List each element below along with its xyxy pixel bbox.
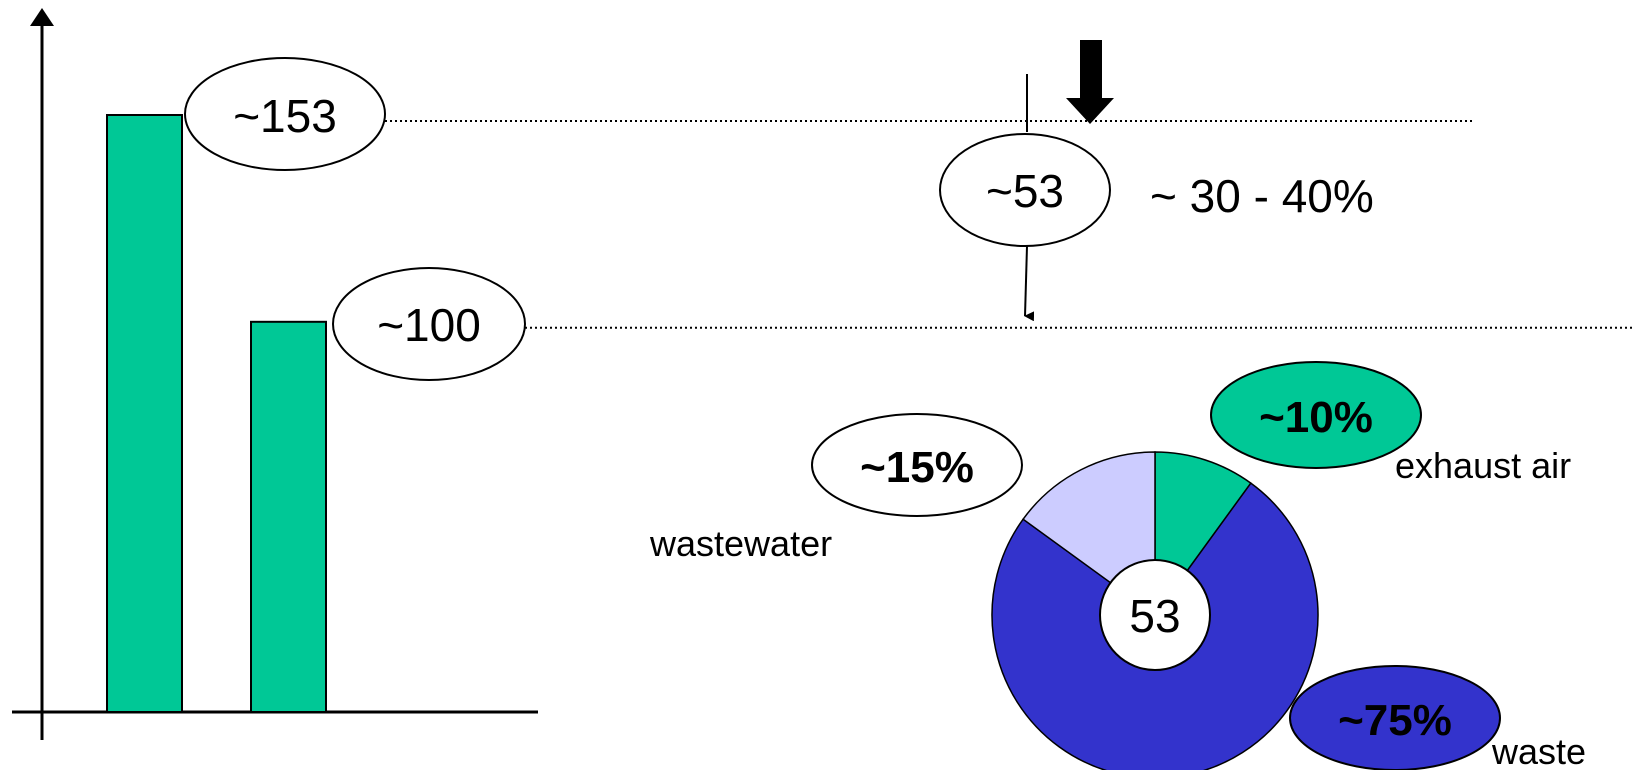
pie-center-label: 53 [1129, 590, 1180, 642]
bar-2 [250, 320, 327, 713]
slice-waste-label: waste [1491, 731, 1586, 770]
bar-1 [106, 114, 183, 713]
slice-exhaust-air-label: exhaust air [1395, 445, 1571, 486]
bar-1-data-label: ~153 [233, 90, 337, 142]
difference-label: ~53 [986, 165, 1064, 217]
slice-exhaust-air-badge [1210, 361, 1422, 469]
slice-exhaust-air-percent: ~10% [1259, 393, 1373, 442]
slice-waste-percent: ~75% [1338, 696, 1452, 745]
down-arrow-shaft [1080, 40, 1102, 98]
difference-percentage: ~ 30 - 40% [1150, 170, 1374, 222]
bar-1-label-bubble [184, 57, 386, 171]
bar-2-data-label: ~100 [377, 299, 481, 351]
y-axis-arrow [30, 8, 54, 26]
slice-wastewater-badge [811, 413, 1023, 517]
bar-2-label-bubble [332, 267, 526, 381]
pie-center-circle [1099, 559, 1211, 671]
difference-bubble [939, 133, 1111, 247]
slice-wastewater-label: wastewater [649, 523, 832, 564]
down-arrow-head [1066, 98, 1114, 124]
slice-waste-badge [1289, 665, 1501, 770]
slice-wastewater-percent: ~15% [860, 443, 974, 492]
difference-connector-bottom [1024, 245, 1035, 322]
